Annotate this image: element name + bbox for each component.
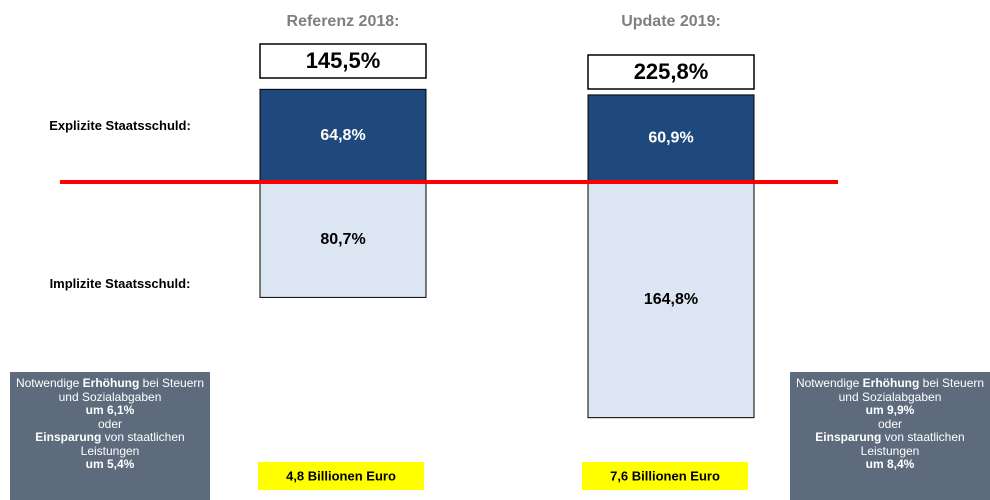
- value-label: 164,8%: [644, 291, 698, 308]
- total-label: 225,8%: [634, 59, 709, 84]
- note-box: Notwendige Erhöhung bei Steuern und Sozi…: [10, 372, 210, 500]
- note-line: um 9,9%: [790, 403, 990, 418]
- note-text: oder: [877, 416, 903, 431]
- note-text: von staatlichen Leistungen: [80, 430, 185, 458]
- note-text: Notwendige: [795, 376, 863, 390]
- note-line: Einsparung von staatlichen Leistungen: [10, 430, 210, 458]
- category-label: Referenz 2018:: [287, 13, 400, 30]
- value-label: 60,9%: [648, 130, 693, 147]
- note-text: bei Steuern und Sozialabgaben: [58, 376, 205, 404]
- value-label: 80,7%: [320, 231, 365, 248]
- note-text: Erhöhung: [862, 376, 920, 390]
- note-text: Notwendige: [15, 376, 83, 390]
- note-text: um 9,9%: [865, 403, 915, 417]
- amount-label: 7,6 Billionen Euro: [610, 468, 720, 483]
- total-box: [587, 54, 755, 90]
- note-line: oder: [790, 416, 990, 432]
- note-text: von staatlichen Leistungen: [860, 430, 965, 458]
- note-line: Einsparung von staatlichen Leistungen: [790, 430, 990, 458]
- note-text: um 6,1%: [85, 403, 135, 417]
- note-line: Notwendige Erhöhung bei Steuern und Sozi…: [10, 376, 210, 404]
- amount-box: [582, 462, 748, 490]
- total-label: 145,5%: [306, 48, 381, 73]
- note-line: um 5,4%: [10, 457, 210, 472]
- note-text: bei Steuern und Sozialabgaben: [838, 376, 985, 404]
- note-text: Erhöhung: [82, 376, 140, 390]
- bar-implicit: [587, 181, 755, 419]
- amount-box: [258, 462, 424, 490]
- note-line: oder: [10, 416, 210, 432]
- note-text: um 8,4%: [865, 457, 915, 471]
- bar-implicit: [259, 181, 427, 298]
- note-text: Einsparung: [35, 430, 102, 444]
- value-label: 64,8%: [320, 127, 365, 144]
- note-box: Notwendige Erhöhung bei Steuern und Sozi…: [790, 372, 990, 500]
- total-box: [259, 43, 427, 79]
- note-text: Einsparung: [815, 430, 882, 444]
- category-label: Update 2019:: [621, 13, 721, 30]
- note-text: oder: [97, 416, 123, 431]
- series-label: Implizite Staatsschuld:: [49, 276, 191, 291]
- note-line: Notwendige Erhöhung bei Steuern und Sozi…: [790, 376, 990, 404]
- note-line: um 8,4%: [790, 457, 990, 472]
- series-label: Explizite Staatsschuld:: [49, 118, 191, 133]
- note-text: um 5,4%: [85, 457, 135, 471]
- bar-explicit: [259, 88, 427, 183]
- note-line: um 6,1%: [10, 403, 210, 418]
- amount-label: 4,8 Billionen Euro: [286, 468, 396, 483]
